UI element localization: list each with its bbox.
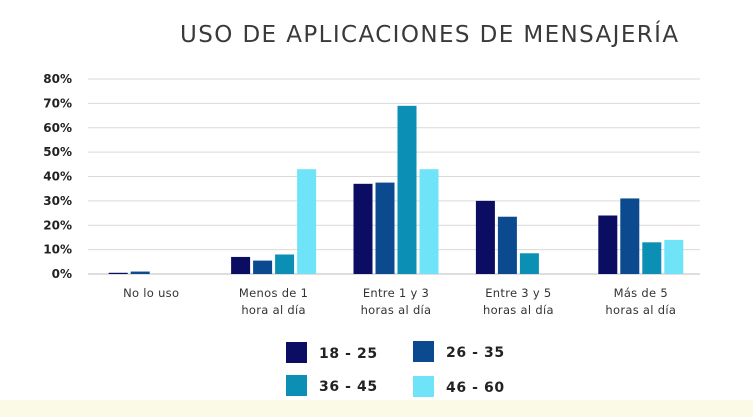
bar: [397, 105, 417, 274]
y-tick-label: 40%: [43, 170, 72, 184]
y-tick-label: 70%: [43, 96, 72, 110]
bar: [497, 216, 517, 274]
bar: [231, 256, 251, 274]
chart-title: USO DE APLICACIONES DE MENSAJERÍA: [180, 22, 680, 48]
legend-swatch: [286, 375, 307, 396]
x-tick-label: Menos de 1: [239, 286, 308, 300]
x-tick-label: Más de 5: [614, 286, 668, 300]
bar: [297, 169, 317, 274]
x-tick-label: horas al día: [361, 303, 432, 317]
x-tick-label: hora al día: [241, 303, 306, 317]
bar: [375, 182, 395, 274]
x-tick-label: horas al día: [605, 303, 676, 317]
legend-label: 26 - 35: [446, 345, 505, 361]
y-tick-label: 20%: [43, 218, 72, 232]
bar: [275, 254, 295, 274]
y-tick-label: 80%: [43, 72, 72, 86]
bar: [475, 200, 495, 274]
bar: [642, 242, 662, 274]
y-tick-label: 60%: [43, 121, 72, 135]
bottom-band: [0, 400, 753, 417]
bar: [519, 253, 539, 274]
legend-swatch: [413, 341, 434, 362]
bars: [108, 105, 684, 274]
y-tick-label: 10%: [43, 243, 72, 257]
legend-label: 46 - 60: [446, 380, 505, 396]
y-axis-ticks: 0% 10% 20% 30% 40% 50% 60% 70% 80%: [43, 72, 72, 281]
legend-swatch: [286, 342, 307, 363]
x-axis-ticks: No lo uso Menos de 1 hora al día Entre 1 y …: [123, 286, 676, 317]
y-tick-label: 0%: [52, 267, 72, 281]
bar: [108, 272, 128, 274]
legend-label: 18 - 25: [319, 346, 378, 362]
y-tick-label: 50%: [43, 145, 72, 159]
bar: [598, 215, 618, 274]
bar: [353, 183, 373, 274]
x-tick-label: Entre 1 y 3: [363, 286, 429, 300]
legend: 18 - 25 26 - 35 36 - 45 46 - 60: [286, 341, 505, 397]
bar: [419, 169, 439, 274]
x-tick-label: horas al día: [483, 303, 554, 317]
y-tick-label: 30%: [43, 194, 72, 208]
x-tick-label: No lo uso: [123, 286, 179, 300]
x-tick-label: Entre 3 y 5: [485, 286, 551, 300]
bar: [130, 271, 150, 274]
bar: [253, 260, 273, 274]
bar: [664, 239, 684, 274]
legend-swatch: [413, 376, 434, 397]
legend-label: 36 - 45: [319, 379, 378, 395]
bar: [620, 198, 640, 274]
